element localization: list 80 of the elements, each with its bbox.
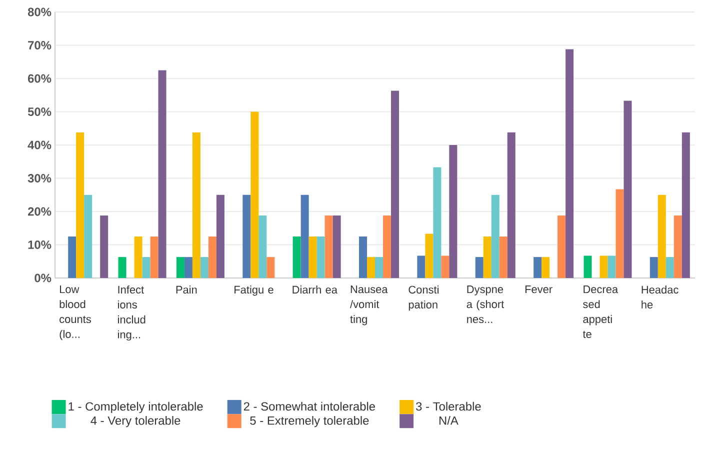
bar (682, 132, 690, 278)
x-tick-label: Pain (176, 286, 197, 294)
bar (666, 257, 674, 278)
x-tick-label: Fatigu e (234, 286, 274, 296)
bar (118, 257, 126, 278)
bar (507, 132, 516, 278)
bar (192, 132, 200, 278)
bar (417, 256, 426, 278)
legend-label: 4 - Very tolerable (90, 416, 180, 428)
bar (624, 100, 632, 278)
x-tick-label: Infect ions includ ing... (118, 286, 146, 341)
bar (650, 257, 658, 278)
bar (449, 145, 458, 278)
bar (258, 215, 267, 278)
bar (584, 256, 592, 278)
y-tick-label: 0% (34, 274, 52, 282)
y-tick-label: 60% (28, 74, 52, 83)
bar (68, 236, 76, 278)
y-tick-label: 10% (28, 240, 52, 249)
bar (324, 215, 333, 278)
bar (184, 257, 192, 278)
x-tick-label: Fever (525, 286, 552, 294)
legend-label: 2 - Somewhat intolerable (244, 402, 375, 411)
bar (266, 257, 275, 278)
bar (566, 49, 574, 278)
bar (292, 236, 301, 278)
bar (425, 234, 434, 278)
bar (383, 215, 392, 278)
bar (600, 256, 608, 278)
legend-label: 5 - Extremely tolerable (250, 416, 369, 428)
bar (242, 194, 251, 278)
bar (316, 236, 325, 278)
bar (542, 257, 550, 278)
bar (359, 236, 368, 278)
x-tick-label: Diarrh ea (292, 286, 338, 294)
bar (616, 189, 624, 278)
legend-label: 1 - Completely intolerable (68, 402, 203, 414)
bar (332, 215, 341, 278)
bar (441, 256, 450, 278)
bar (150, 236, 158, 278)
bar (134, 236, 142, 278)
bar (558, 215, 566, 278)
bar (158, 70, 166, 278)
bar (499, 236, 508, 278)
y-tick-label: 70% (28, 41, 52, 50)
bar (367, 257, 376, 278)
x-tick-label: Decrea sed appeti te (582, 286, 618, 338)
bar (84, 194, 92, 278)
bar (475, 257, 484, 278)
bar (658, 194, 666, 278)
legend-label: 3 - Tolerable (416, 402, 481, 411)
bar (608, 256, 616, 278)
bar (142, 257, 150, 278)
bar (176, 257, 184, 278)
bar (308, 236, 317, 278)
bar (491, 194, 500, 278)
y-tick-label: 50% (28, 108, 52, 116)
x-tick-label: Nausea /vomit ting (350, 286, 388, 326)
bar (216, 194, 224, 278)
x-tick-label: Low blood counts (lo... (60, 286, 91, 340)
bar (433, 167, 442, 278)
y-tick-label: 20% (28, 207, 52, 216)
y-tick-label: 40% (28, 140, 52, 150)
bar (534, 257, 542, 278)
y-tick-label: 80% (28, 8, 52, 16)
bar (483, 236, 492, 278)
bar (674, 215, 682, 278)
bar (250, 112, 259, 278)
bar (391, 90, 400, 278)
bar (200, 257, 208, 278)
x-tick-label: Dyspne a (short nes... (466, 286, 504, 324)
bar (100, 215, 108, 278)
bar (375, 257, 384, 278)
bar (300, 194, 309, 278)
bar (208, 236, 216, 278)
legend-label: N/A (439, 416, 458, 425)
x-tick-label: Headac he (642, 286, 678, 309)
y-tick-label: 30% (28, 174, 52, 182)
x-tick-label: Consti pation (408, 286, 439, 311)
bar (76, 132, 84, 278)
